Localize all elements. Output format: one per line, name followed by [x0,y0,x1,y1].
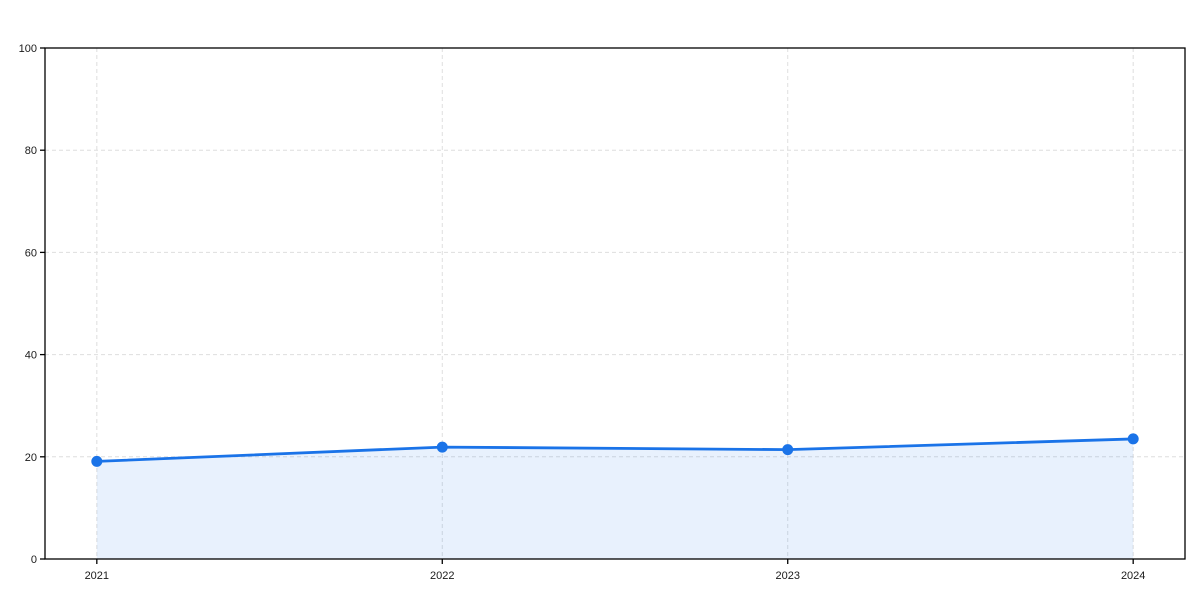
y-tick-label: 40 [25,350,37,362]
x-tick-label: 2022 [430,570,454,582]
tick-marks [40,47,1134,564]
y-tick-label: 80 [25,145,37,157]
y-tick-label: 100 [19,43,37,55]
area-fill [96,438,1134,559]
y-tick-labels: 0 20 40 60 80 100 [19,43,37,566]
data-point [91,455,103,467]
y-tick-label: 20 [25,452,37,464]
data-point [436,441,448,453]
data-point [1127,433,1139,445]
data-point-markers [91,433,1139,467]
x-tick-labels: 2021 2022 2023 2024 [85,570,1146,582]
x-tick-label: 2023 [775,570,799,582]
axes-frame [44,47,1186,560]
y-tick-label: 60 [25,247,37,259]
y-tick-label: 0 [31,554,37,566]
data-point [782,444,794,456]
x-tick-label: 2021 [85,570,109,582]
trend-line [95,437,1135,463]
x-tick-label: 2024 [1121,570,1145,582]
